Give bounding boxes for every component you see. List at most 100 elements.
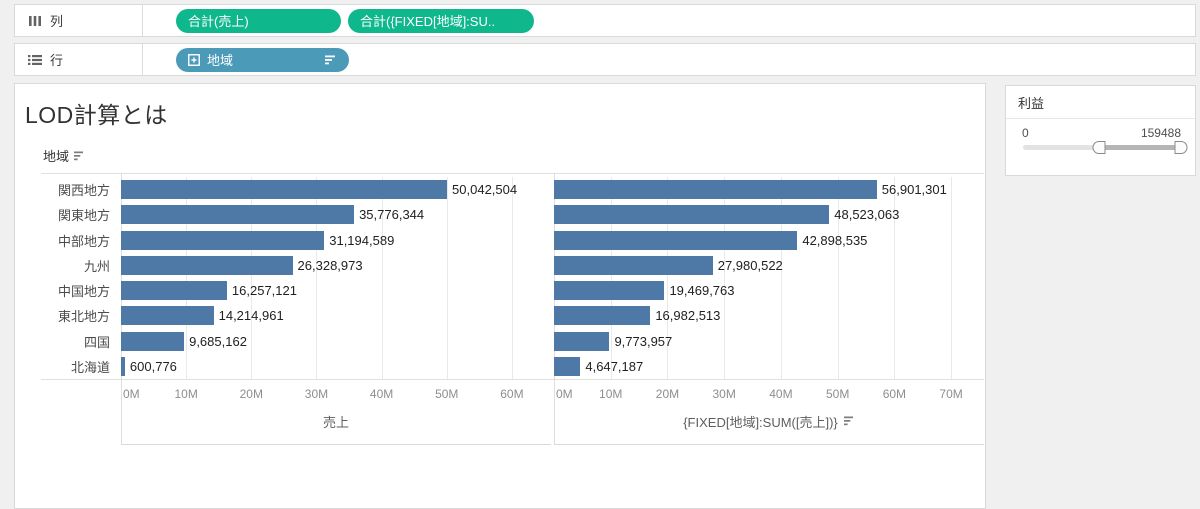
category-label[interactable]: 中国地方 [57, 284, 110, 300]
expand-plus-box-icon[interactable] [188, 53, 200, 66]
x-axis-ticks-left: 0M 10M 20M 30M 40M 50M 60M [121, 387, 551, 403]
bar-mark[interactable] [554, 281, 665, 301]
bar-value-label: 14,214,961 [218, 308, 284, 324]
pill-region-dimension[interactable]: 地域 [176, 47, 349, 72]
gridline [724, 177, 726, 379]
header-sort-descending-icon[interactable] [74, 151, 85, 161]
x-axis-tick-label: 30M [712, 387, 736, 401]
x-axis-tick-label: 20M [655, 387, 680, 401]
bar-value-label: 19,469,763 [669, 283, 735, 299]
bar-row: 9,685,162 [121, 329, 551, 354]
bars-left: 50,042,504 35,776,344 31,194,589 26,328,973… [121, 177, 551, 379]
bar-mark[interactable] [554, 306, 651, 326]
x-axis-title-right-text: {FIXED[地域]:SUM([売上])} [683, 414, 838, 430]
bar-mark[interactable] [121, 180, 448, 200]
bar-mark[interactable] [121, 205, 355, 225]
category-label[interactable]: 関東地方 [57, 208, 110, 224]
category-label[interactable]: 九州 [83, 258, 110, 274]
range-slider[interactable] [1023, 141, 1188, 154]
pill-sum-fixed-lod[interactable]: 合計({FIXED[地域]:SU.. [348, 8, 534, 33]
x-axis-tick-label: 10M [174, 387, 198, 401]
bar-mark[interactable] [554, 205, 830, 225]
x-axis-tick-label: 50M [825, 387, 850, 401]
right-axis-bottom-line [554, 444, 984, 445]
pill-sum-fixed-lod-label: 合計({FIXED[地域]:SU.. [360, 14, 496, 29]
pill-sum-sales-label: 合計(売上) [188, 14, 249, 29]
bar-row: 4,647,187 [554, 354, 984, 379]
filter-min-value: 0 [1022, 126, 1029, 140]
filter-max-value: 159488 [1140, 126, 1181, 140]
rows-icon [28, 54, 42, 66]
bar-mark[interactable] [121, 281, 227, 301]
category-label[interactable]: 関西地方 [57, 183, 110, 199]
pill-sort-descending-icon[interactable] [325, 55, 337, 65]
bar-row: 48,523,063 [554, 202, 984, 227]
columns-icon [28, 15, 42, 27]
bar-value-label: 56,901,301 [881, 182, 947, 198]
category-label[interactable]: 東北地方 [57, 309, 110, 325]
bar-mark[interactable] [554, 255, 713, 275]
bar-row: 600,776 [121, 354, 551, 379]
bar-mark[interactable] [121, 306, 214, 326]
pill-sum-sales[interactable]: 合計(売上) [176, 8, 341, 33]
profit-filter-card: 利益 0 159488 [1005, 85, 1196, 176]
worksheet-view: LOD計算とは 地域 関西地方関東地方中部地方九州中国地方東北地方四国北海道 5… [14, 83, 986, 509]
bar-mark[interactable] [121, 230, 325, 250]
left-axis-bottom-line [121, 444, 551, 445]
bar-mark[interactable] [121, 331, 185, 351]
category-label[interactable]: 四国 [83, 334, 110, 350]
bar-mark[interactable] [554, 230, 798, 250]
x-axis-tick-label: 70M [939, 387, 963, 401]
bar-row: 9,773,957 [554, 329, 984, 354]
gridline [446, 177, 448, 379]
bar-row: 26,328,973 [121, 253, 551, 278]
gridline [251, 177, 253, 379]
sheet-title: LOD計算とは [25, 102, 168, 128]
filter-title: 利益 [1006, 86, 1195, 119]
chart-rows-bottom-divider [41, 379, 984, 380]
category-label[interactable]: 中部地方 [57, 233, 110, 249]
bar-mark[interactable] [554, 180, 877, 200]
bar-value-label: 9,685,162 [189, 333, 247, 349]
gridline [186, 177, 188, 379]
rows-pill-area: 地域 [143, 47, 349, 72]
x-axis-tick-label: 0M [123, 387, 140, 401]
x-axis-tick-label: 60M [500, 387, 524, 401]
bar-mark[interactable] [121, 255, 293, 275]
gridline [951, 177, 953, 379]
gridlines-left [121, 177, 551, 379]
x-axis-ticks-right: 0M 10M 20M 30M 40M 50M 60M 70M [554, 387, 984, 403]
gridline [667, 177, 669, 379]
columns-shelf: 列 合計(売上) 合計({FIXED[地域]:SU.. [14, 4, 1196, 37]
bar-value-label: 16,982,513 [655, 308, 721, 324]
rows-shelf-label-text: 行 [50, 53, 64, 68]
bar-mark[interactable] [554, 356, 581, 376]
bars-right: 56,901,301 48,523,063 42,898,535 27,980,522… [554, 177, 984, 379]
slider-handle-left[interactable] [1092, 141, 1106, 154]
gridline [610, 177, 612, 379]
rows-shelf-label: 行 [15, 44, 143, 75]
bar-mark[interactable] [121, 356, 125, 376]
x-axis-title-left: 売上 [121, 411, 551, 431]
bar-value-label: 26,328,973 [297, 257, 363, 273]
slider-selected-range[interactable] [1098, 145, 1181, 150]
columns-pill-area: 合計(売上) 合計({FIXED[地域]:SU.. [143, 8, 534, 33]
row-field-header-text: 地域 [43, 149, 70, 164]
row-field-header: 地域 [43, 146, 85, 165]
bar-mark[interactable] [554, 331, 610, 351]
x-axis-title-right: {FIXED[地域]:SUM([売上])} [554, 411, 984, 431]
bar-row: 56,901,301 [554, 177, 984, 202]
gridline [316, 177, 318, 379]
gridline [894, 177, 896, 379]
category-label[interactable]: 北海道 [70, 359, 110, 375]
axis-sort-descending-icon[interactable] [843, 416, 855, 426]
bar-value-label: 16,257,121 [231, 283, 297, 299]
bar-value-label: 4,647,187 [585, 358, 644, 374]
columns-shelf-label: 列 [15, 5, 143, 36]
bar-row: 16,257,121 [121, 278, 551, 303]
slider-handle-right[interactable] [1174, 141, 1188, 154]
bar-value-label: 31,194,589 [329, 232, 395, 248]
bar-row: 35,776,344 [121, 202, 551, 227]
bar-value-label: 48,523,063 [834, 207, 900, 223]
bar-row: 27,980,522 [554, 253, 984, 278]
